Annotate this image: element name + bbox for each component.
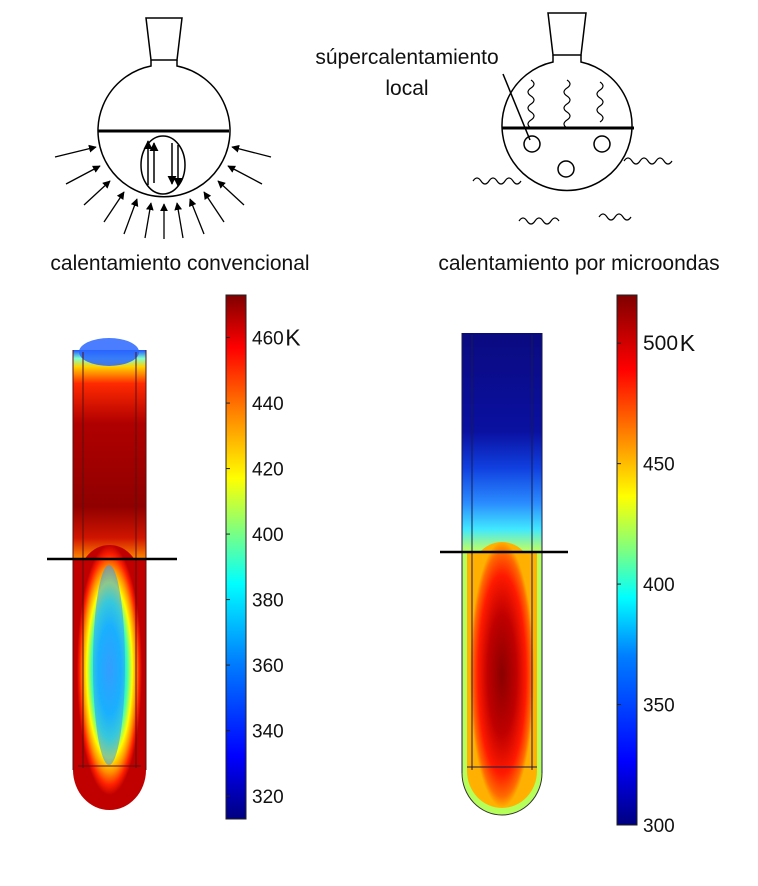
colorbar-tick-label: 500: [643, 332, 678, 355]
colorbar-tick-label: 460: [252, 329, 284, 350]
colorbar-tick-label: 400: [252, 525, 284, 546]
microwave-heating-caption: calentamiento por microondas: [438, 252, 719, 275]
colorbar-fill: [617, 295, 637, 825]
colorbar-fill: [226, 295, 246, 819]
hotspot-circle: [557, 160, 575, 178]
tube-upper-region: [73, 350, 146, 559]
colorbar-tick-label: 400: [643, 575, 675, 596]
tube-core-cold: [93, 565, 125, 765]
colorbar-tick-label: 380: [252, 591, 284, 612]
conventional-colorbar: 460 K 440 420 400 380 360 340 320: [225, 294, 301, 820]
tube-bottom-outline: [461, 772, 543, 816]
convection-loop: [140, 135, 186, 195]
colorbar-unit-label: K: [285, 325, 301, 351]
conventional-temperature-map: [47, 338, 177, 810]
convection-arrows: [143, 140, 183, 187]
local-superheating-label-line1: súpercalentamiento: [315, 46, 498, 69]
microwave-colorbar: 500 K 450 400 350 300: [616, 294, 696, 837]
flask-neck: [145, 17, 183, 61]
colorbar-tick-label: 320: [252, 787, 284, 808]
flask-body: [97, 60, 231, 198]
colorbar-border: [616, 294, 638, 826]
colorbar-tick-label: 300: [643, 816, 675, 837]
microwave-flask-diagram: [472, 12, 673, 225]
tube-upper-region: [462, 333, 542, 551]
flask-body: [501, 55, 633, 192]
flask-neck: [547, 12, 587, 56]
colorbar-tick-label: 360: [252, 656, 284, 677]
hotspot-circle: [523, 135, 541, 153]
hotspot-circle: [593, 135, 611, 153]
colorbar-border: [225, 294, 247, 820]
colorbar-tick-label: 450: [643, 455, 675, 476]
colorbar-tick-label: 340: [252, 722, 284, 743]
microwave-waves-inside: [527, 79, 604, 129]
pointer-line: [502, 73, 531, 141]
conventional-heating-caption: calentamiento convencional: [50, 252, 309, 275]
colorbar-tick-label: 420: [252, 460, 284, 481]
local-superheating-label-line2: local: [385, 77, 428, 100]
tube-lower-gradient: [470, 542, 534, 807]
colorbar-unit-label: K: [680, 330, 696, 356]
microwave-temperature-map: [440, 333, 568, 816]
colorbar-tick-label: 350: [643, 696, 675, 717]
colorbar-tick-label: 440: [252, 394, 284, 415]
tube-top-cold-spot: [79, 338, 139, 366]
external-heat-arrows: [54, 144, 272, 239]
microwave-waves-outside: [472, 157, 673, 225]
conventional-flask-diagram: [54, 17, 272, 239]
